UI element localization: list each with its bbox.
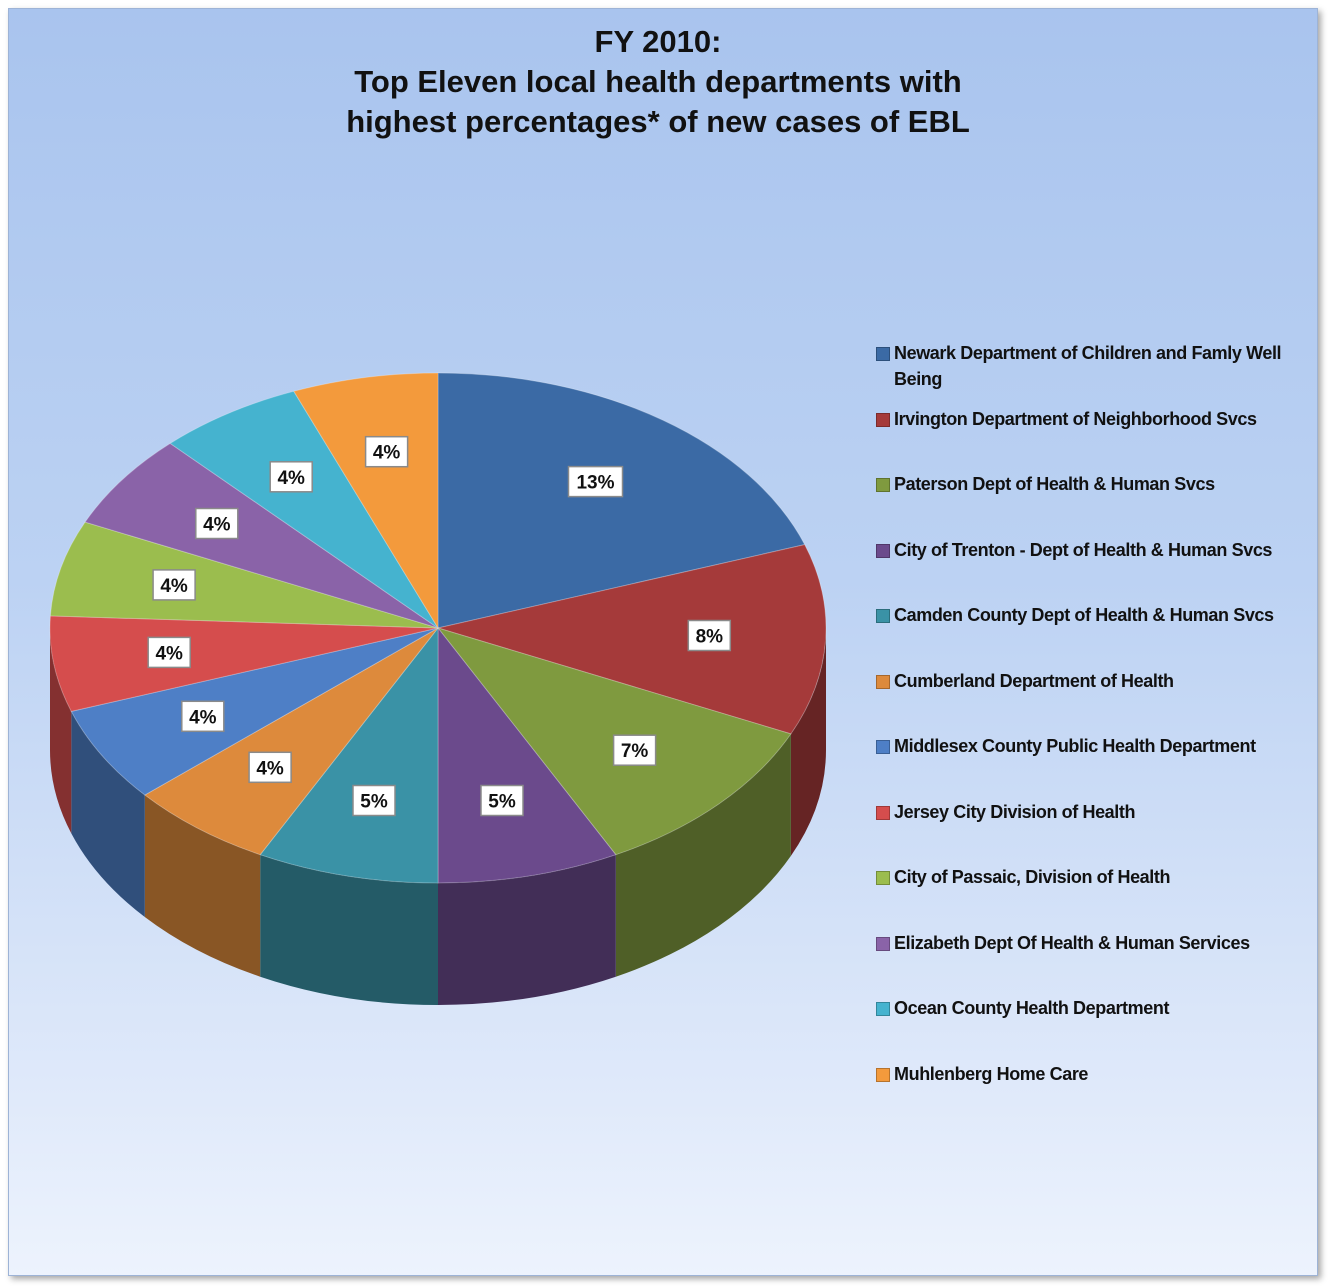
legend-swatch	[876, 871, 890, 885]
data-label-text: 7%	[621, 741, 649, 762]
legend-swatch	[876, 609, 890, 623]
data-label: 4%	[196, 509, 238, 539]
data-label-text: 4%	[373, 443, 401, 464]
legend-swatch	[876, 740, 890, 754]
legend-item: Camden County Dept of Health & Human Svc…	[874, 602, 1314, 628]
data-label-text: 4%	[203, 515, 231, 536]
legend-label: Irvington Department of Neighborhood Svc…	[874, 406, 1314, 432]
legend-label: Elizabeth Dept Of Health & Human Service…	[874, 930, 1314, 956]
legend-item: Muhlenberg Home Care	[874, 1061, 1314, 1087]
legend-label: Muhlenberg Home Care	[874, 1061, 1314, 1087]
data-label: 5%	[481, 786, 523, 816]
legend-item: Newark Department of Children and Famly …	[874, 340, 1314, 392]
legend-swatch	[876, 413, 890, 427]
legend-swatch	[876, 478, 890, 492]
legend-item: Cumberland Department of Health	[874, 668, 1314, 694]
legend-swatch	[876, 347, 890, 361]
data-label-text: 4%	[155, 643, 183, 664]
legend-item: City of Passaic, Division of Health	[874, 864, 1314, 890]
legend-label: City of Trenton - Dept of Health & Human…	[874, 537, 1314, 563]
data-label-text: 8%	[696, 627, 724, 648]
data-label: 5%	[353, 786, 395, 816]
legend-item: Ocean County Health Department	[874, 995, 1314, 1021]
data-label-text: 4%	[160, 576, 188, 597]
legend-label: Cumberland Department of Health	[874, 668, 1314, 694]
data-label: 13%	[569, 467, 623, 497]
legend-label: Newark Department of Children and Famly …	[874, 340, 1314, 392]
legend-item: Paterson Dept of Health & Human Svcs	[874, 471, 1314, 497]
legend-item: Irvington Department of Neighborhood Svc…	[874, 406, 1314, 432]
legend-swatch	[876, 1068, 890, 1082]
data-label: 4%	[366, 437, 408, 467]
data-label: 4%	[270, 462, 312, 492]
legend-swatch	[876, 544, 890, 558]
data-label-text: 5%	[360, 792, 388, 813]
data-label: 4%	[148, 637, 190, 667]
legend-label: Jersey City Division of Health	[874, 799, 1314, 825]
legend-label: Ocean County Health Department	[874, 995, 1314, 1021]
legend-label: Camden County Dept of Health & Human Svc…	[874, 602, 1314, 628]
data-label: 4%	[153, 570, 195, 600]
legend-label: City of Passaic, Division of Health	[874, 864, 1314, 890]
data-label-text: 13%	[576, 473, 614, 494]
legend-swatch	[876, 1002, 890, 1016]
legend-item: Elizabeth Dept Of Health & Human Service…	[874, 930, 1314, 956]
legend-item: Jersey City Division of Health	[874, 799, 1314, 825]
data-label: 7%	[614, 735, 656, 765]
data-label-text: 4%	[277, 468, 305, 489]
legend-swatch	[876, 806, 890, 820]
data-label: 8%	[688, 621, 730, 651]
legend-label: Middlesex County Public Health Departmen…	[874, 733, 1314, 759]
legend-item: City of Trenton - Dept of Health & Human…	[874, 537, 1314, 563]
legend-item: Middlesex County Public Health Departmen…	[874, 733, 1314, 759]
data-label: 4%	[249, 752, 291, 782]
data-label-text: 4%	[189, 707, 217, 728]
data-label-text: 4%	[256, 758, 284, 779]
legend-label: Paterson Dept of Health & Human Svcs	[874, 471, 1314, 497]
data-label: 4%	[182, 701, 224, 731]
data-label-text: 5%	[488, 792, 516, 813]
legend-swatch	[876, 675, 890, 689]
legend-swatch	[876, 937, 890, 951]
